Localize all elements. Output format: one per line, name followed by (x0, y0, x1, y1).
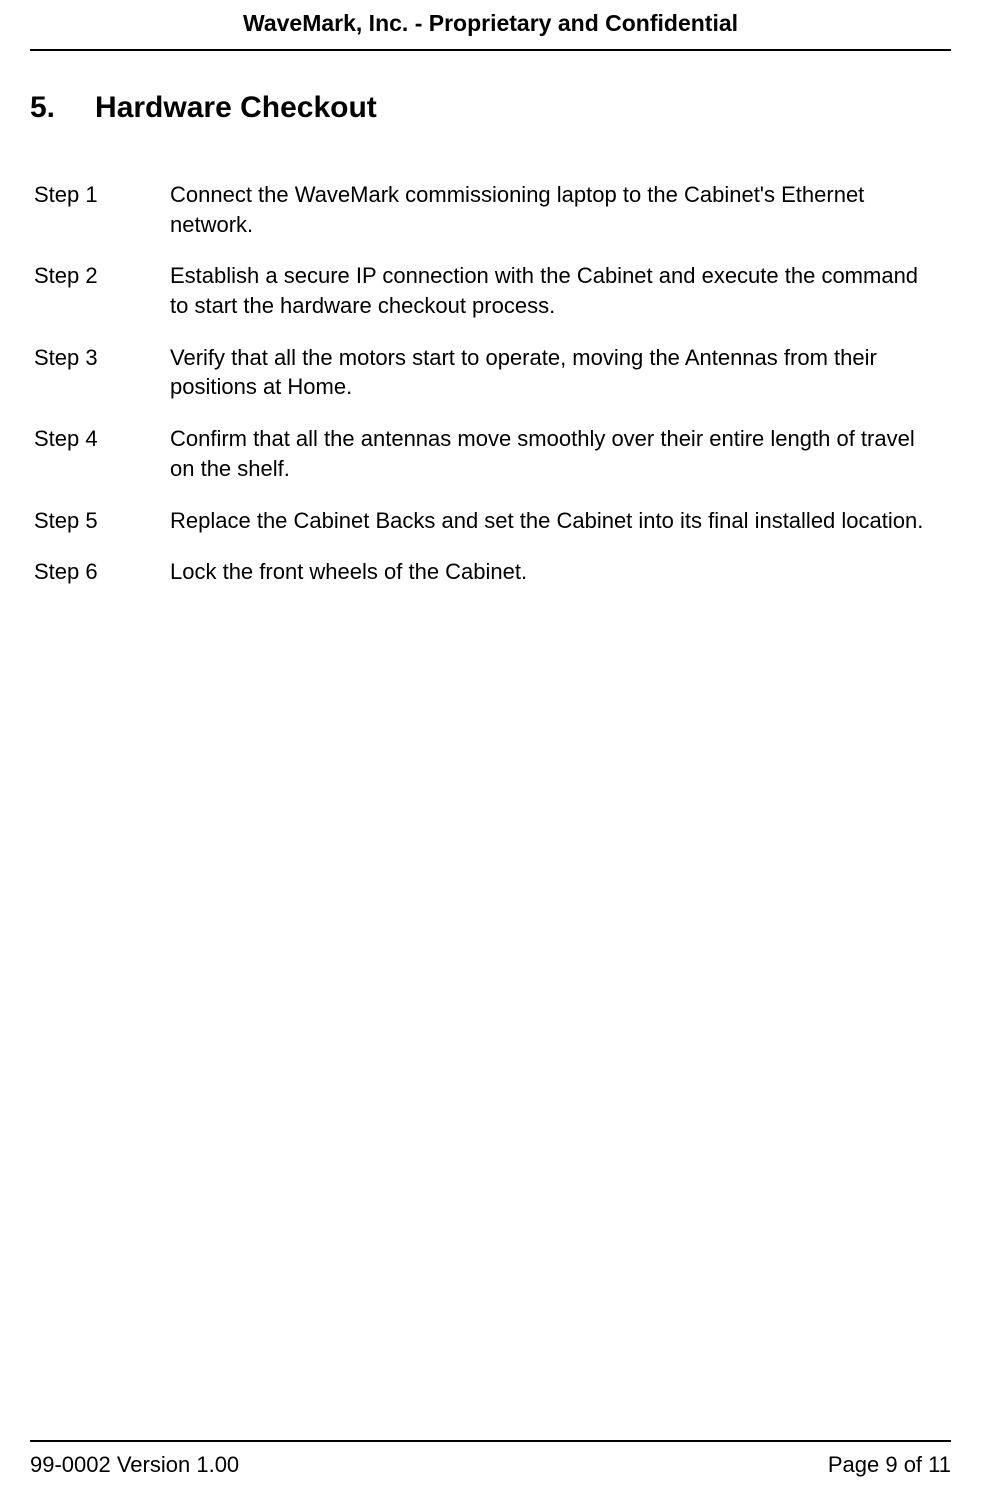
steps-table: Step 1Connect the WaveMark commissioning… (30, 180, 951, 609)
step-description: Lock the front wheels of the Cabinet. (170, 557, 951, 609)
step-description: Replace the Cabinet Backs and set the Ca… (170, 506, 951, 558)
step-row: Step 2Establish a secure IP connection w… (30, 261, 951, 342)
step-description: Establish a secure IP connection with th… (170, 261, 951, 342)
step-row: Step 5Replace the Cabinet Backs and set … (30, 506, 951, 558)
document-header: WaveMark, Inc. - Proprietary and Confide… (30, 0, 951, 51)
step-row: Step 3Verify that all the motors start t… (30, 343, 951, 424)
step-label: Step 4 (30, 424, 170, 505)
document-footer: 99-0002 Version 1.00 Page 9 of 11 (30, 1440, 951, 1496)
header-title: WaveMark, Inc. - Proprietary and Confide… (30, 10, 951, 37)
step-row: Step 4Confirm that all the antennas move… (30, 424, 951, 505)
step-row: Step 6Lock the front wheels of the Cabin… (30, 557, 951, 609)
footer-page-number: Page 9 of 11 (828, 1452, 951, 1478)
section-title: Hardware Checkout (95, 91, 377, 124)
footer-version: 99-0002 Version 1.00 (30, 1452, 239, 1478)
step-row: Step 1Connect the WaveMark commissioning… (30, 180, 951, 261)
step-label: Step 6 (30, 557, 170, 609)
step-label: Step 5 (30, 506, 170, 558)
step-label: Step 1 (30, 180, 170, 261)
step-label: Step 2 (30, 261, 170, 342)
document-content: 5. Hardware Checkout Step 1Connect the Wa… (0, 51, 981, 1440)
section-heading: 5. Hardware Checkout (30, 91, 951, 125)
step-description: Confirm that all the antennas move smoot… (170, 424, 951, 505)
step-description: Connect the WaveMark commissioning lapto… (170, 180, 951, 261)
step-label: Step 3 (30, 343, 170, 424)
section-number: 5. (30, 91, 55, 125)
step-description: Verify that all the motors start to oper… (170, 343, 951, 424)
